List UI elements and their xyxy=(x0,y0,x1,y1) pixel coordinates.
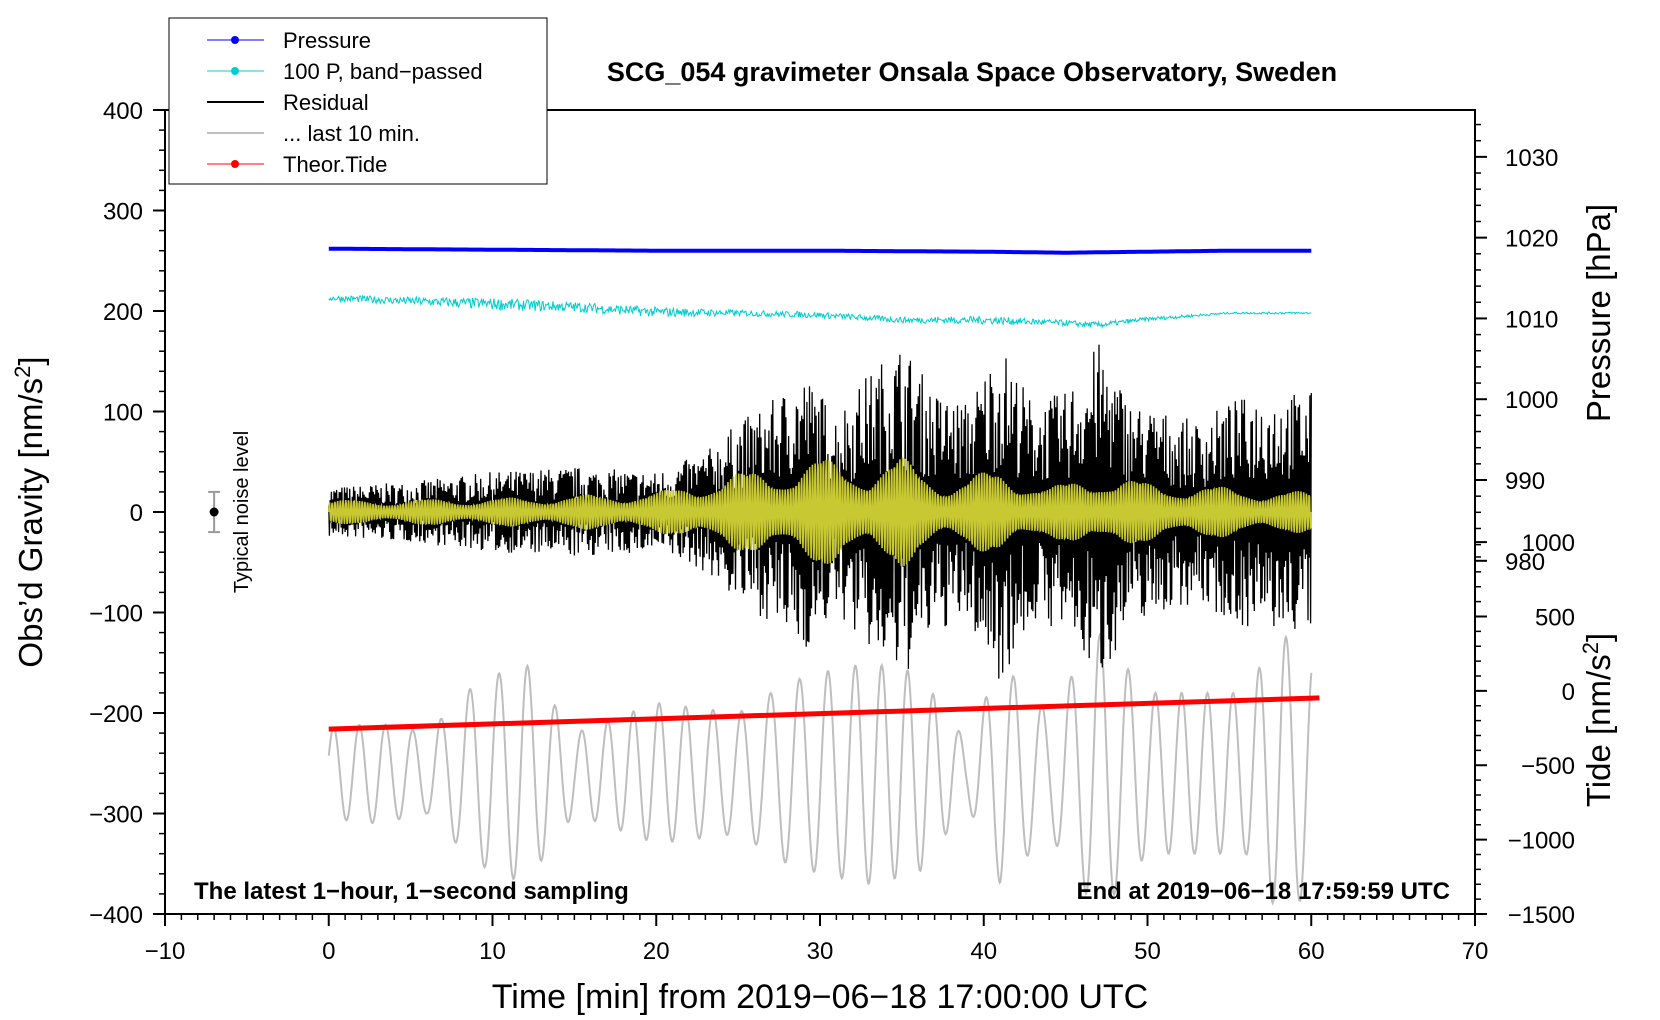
y-tick-label-left: −200 xyxy=(89,701,143,728)
x-axis-label: Time [min] from 2019−06−18 17:00:00 UTC xyxy=(492,978,1148,1016)
chart-title: SCG_054 gravimeter Onsala Space Observat… xyxy=(607,57,1337,87)
y-axis-label-tide-text: Tide [nm/s xyxy=(1580,654,1617,807)
y-tick-label-left: −400 xyxy=(89,902,143,929)
x-tick-label: 20 xyxy=(643,938,670,965)
y-tick-label-left: 300 xyxy=(103,199,143,226)
noise-bar-dot xyxy=(209,507,219,517)
legend-label: Pressure xyxy=(283,28,371,53)
series-pressure-band-passed xyxy=(328,294,1312,329)
y-tick-label-left: 200 xyxy=(103,299,143,326)
y-axis-label-left-text: Obs’d Gravity [nm/s xyxy=(12,378,49,668)
x-tick-label: 30 xyxy=(807,938,834,965)
y-tick-label-left: 400 xyxy=(103,98,143,125)
tide-tick-label: −500 xyxy=(1521,753,1575,780)
legend-label: Residual xyxy=(283,90,369,115)
annotation-left: The latest 1−hour, 1−second sampling xyxy=(194,878,629,905)
pressure-tick-label: 1020 xyxy=(1505,226,1558,253)
y-tick-label-left: −300 xyxy=(89,802,143,829)
pressure-tick-label: 1000 xyxy=(1505,387,1558,414)
tide-tick-label: 500 xyxy=(1535,604,1575,631)
legend-items: Pressure 100 P, band−passed Residual ... la… xyxy=(207,28,483,177)
ticks-layer: −10 0 10 20 30 40 50 60 704003002001000−100−200−… xyxy=(89,98,1575,965)
legend-swatch-marker xyxy=(231,67,239,75)
noise-level-label: Typical noise level xyxy=(231,431,253,593)
legend-swatch-marker xyxy=(231,160,239,168)
tide-tick-label: 1000 xyxy=(1522,530,1575,557)
y-axis-label-tide-sup: 2 xyxy=(1578,642,1603,654)
x-tick-label: 10 xyxy=(479,938,506,965)
legend-label: 100 P, band−passed xyxy=(283,59,483,84)
annotation-right: End at 2019−06−18 17:59:59 UTC xyxy=(1076,878,1450,905)
x-tick-label: 50 xyxy=(1134,938,1161,965)
y-axis-label-tide: Tide [nm/s2] xyxy=(1578,633,1617,807)
x-tick-label: −10 xyxy=(145,938,186,965)
y-axis-label-pressure: Pressure [hPa] xyxy=(1580,204,1617,422)
legend-swatch-marker xyxy=(231,36,239,44)
tide-tick-label: 0 xyxy=(1562,679,1575,706)
series-band-passed-residual xyxy=(328,457,1313,566)
x-tick-label: 70 xyxy=(1462,938,1489,965)
y-tick-label-left: 100 xyxy=(103,400,143,427)
series-layer xyxy=(327,246,1320,906)
pressure-tick-label: 990 xyxy=(1505,468,1545,495)
legend-label: Theor.Tide xyxy=(283,152,387,177)
x-tick-label: 0 xyxy=(322,938,335,965)
series-pressure xyxy=(328,246,1312,255)
y-axis-label-left-sup: 2 xyxy=(10,366,35,378)
y-axis-label-left-close: ] xyxy=(12,356,49,365)
tide-tick-label: −1500 xyxy=(1508,902,1575,929)
noise-level-marker xyxy=(208,490,221,534)
series-last-10-min xyxy=(327,632,1313,906)
legend-label: ... last 10 min. xyxy=(283,121,420,146)
legend: Pressure 100 P, band−passed Residual ... la… xyxy=(168,17,548,185)
x-tick-label: 60 xyxy=(1298,938,1325,965)
y-axis-label-tide-close: ] xyxy=(1580,633,1617,642)
tide-tick-label: −1000 xyxy=(1508,828,1575,855)
pressure-tick-label: 980 xyxy=(1505,549,1545,576)
y-tick-label-left: 0 xyxy=(130,500,143,527)
x-tick-label: 40 xyxy=(970,938,997,965)
pressure-tick-label: 1030 xyxy=(1505,145,1558,172)
series-theor-tide xyxy=(328,695,1320,732)
y-axis-label-left: Obs’d Gravity [nm/s2] xyxy=(10,356,49,667)
pressure-tick-label: 1010 xyxy=(1505,306,1558,333)
y-tick-label-left: −100 xyxy=(89,601,143,628)
